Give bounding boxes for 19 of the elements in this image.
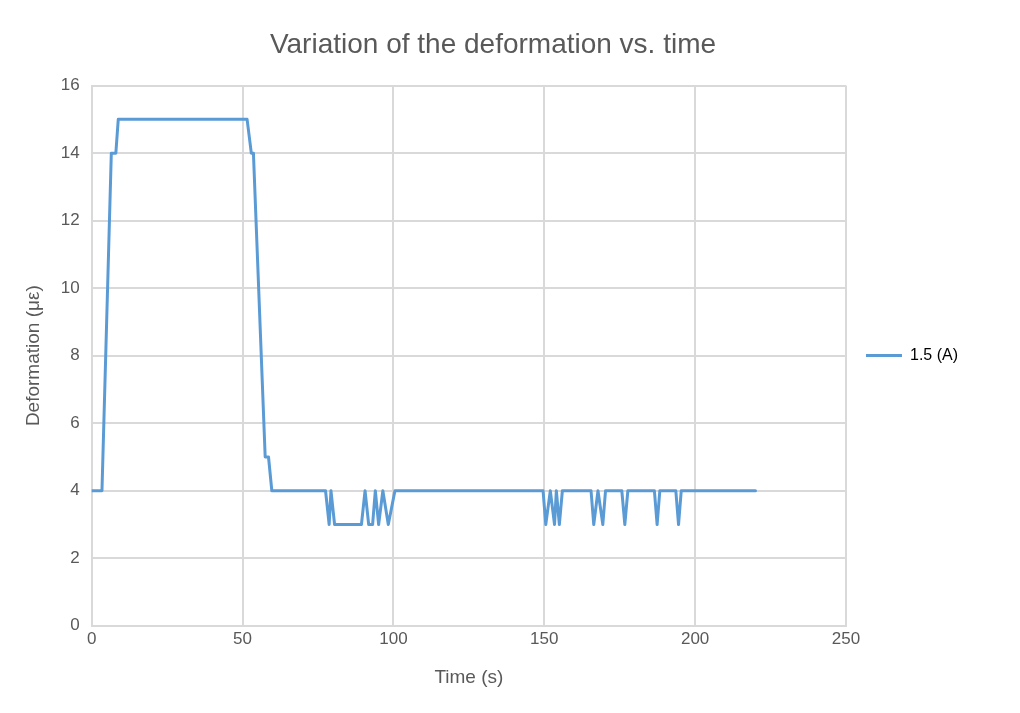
x-axis-title: Time (s)	[434, 665, 504, 687]
y-tick-label: 14	[60, 142, 80, 162]
y-tick-label: 8	[70, 345, 80, 365]
y-tick-label: 4	[70, 480, 80, 500]
x-tick-label: 100	[379, 628, 408, 648]
legend-label: 1.5 (A)	[909, 345, 958, 363]
x-tick-label: 150	[530, 628, 559, 648]
x-tick-label: 50	[233, 628, 253, 648]
y-tick-label: 6	[70, 412, 80, 432]
y-tick-label: 16	[60, 75, 80, 95]
x-tick-label: 0	[86, 628, 97, 648]
y-tick-label: 2	[70, 547, 80, 567]
y-axis-title: Deformation (με)	[21, 285, 43, 427]
y-tick-label: 0	[70, 615, 80, 635]
x-tick-label: 200	[680, 628, 710, 648]
chart-title: Variation of the deformation vs. time	[269, 27, 717, 59]
y-tick-label: 12	[60, 210, 80, 230]
y-tick-label: 10	[60, 277, 80, 297]
x-tick-label: 250	[831, 628, 861, 648]
